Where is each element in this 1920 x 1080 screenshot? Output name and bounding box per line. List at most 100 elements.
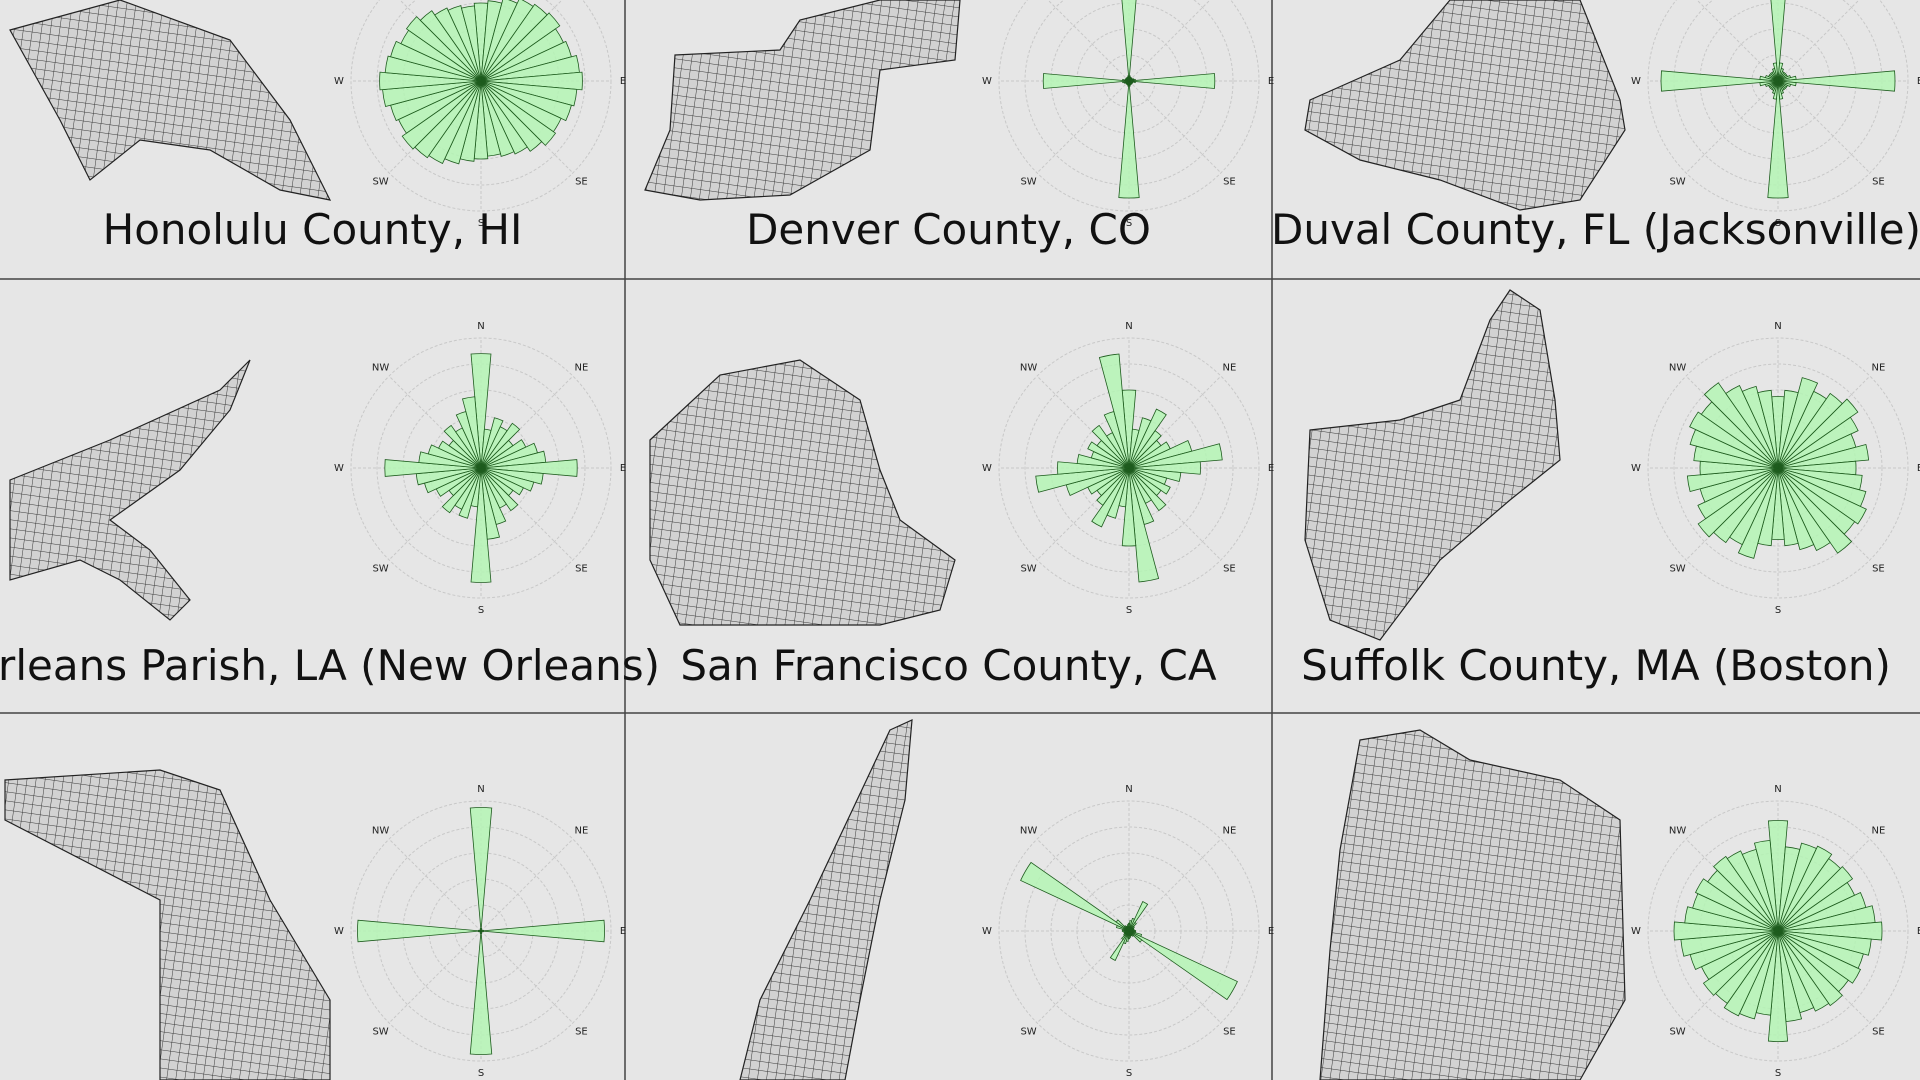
direction-label: SW	[1020, 1026, 1036, 1037]
direction-label: NW	[372, 826, 389, 837]
bar	[1660, 70, 1779, 92]
bar	[1128, 73, 1216, 89]
bar	[1091, 467, 1130, 528]
bar	[357, 919, 482, 943]
bar	[1767, 820, 1789, 932]
map	[9, 0, 332, 201]
direction-label: SW	[1020, 176, 1036, 187]
direction-label: W	[1631, 926, 1641, 937]
direction-label: E	[1917, 926, 1920, 937]
bar	[480, 71, 583, 91]
direction-label: E	[1268, 926, 1274, 937]
grid-ring	[998, 800, 1260, 1062]
bar	[462, 396, 482, 469]
direction-label: N	[1125, 321, 1132, 332]
bar	[480, 459, 578, 477]
direction-label: E	[620, 463, 626, 474]
direction-label: SW	[372, 563, 388, 574]
grid-ring	[1024, 0, 1234, 186]
bar	[405, 16, 482, 82]
bar	[1777, 930, 1843, 1007]
bar	[1128, 901, 1149, 932]
bar	[480, 12, 561, 82]
bar	[470, 467, 492, 583]
spoke	[1128, 80, 1222, 174]
bar	[480, 80, 528, 155]
bar	[469, 807, 493, 932]
bar	[1777, 70, 1896, 92]
direction-label: E	[1917, 76, 1920, 87]
direction-label: W	[1631, 76, 1641, 87]
bar	[1741, 385, 1779, 469]
direction-label: S	[1126, 1068, 1132, 1079]
grid-ring	[1673, 363, 1883, 573]
direction-label: SW	[1669, 563, 1685, 574]
bar	[1753, 839, 1779, 932]
direction-label: SE	[575, 176, 588, 187]
spoke	[1128, 0, 1211, 82]
bar	[441, 467, 482, 514]
bar	[1126, 924, 1130, 932]
bar	[1128, 467, 1171, 495]
spoke	[1777, 80, 1871, 174]
direction-label: W	[334, 926, 344, 937]
direction-label: SE	[575, 1026, 588, 1037]
direction-label: NE	[1223, 826, 1237, 837]
grid-ring	[1647, 337, 1909, 599]
bar	[1697, 467, 1779, 520]
bar	[469, 930, 493, 1055]
bar	[1737, 467, 1779, 559]
direction-label: N	[1774, 784, 1781, 795]
bar	[1777, 416, 1859, 469]
map	[739, 719, 913, 1080]
direction-label: S	[1775, 605, 1781, 616]
map	[649, 359, 956, 626]
grid-ring	[1076, 878, 1182, 984]
spoke	[480, 838, 574, 932]
bar	[1777, 377, 1819, 469]
bar	[1128, 930, 1238, 1001]
bar	[480, 467, 524, 496]
bar	[390, 40, 482, 82]
direction-label: SE	[575, 563, 588, 574]
bar	[1042, 73, 1130, 89]
bar	[480, 422, 521, 469]
grid-ring	[1647, 800, 1909, 1062]
grid-ring	[1024, 826, 1234, 1036]
bar	[1702, 930, 1779, 996]
grid-ring	[350, 0, 612, 212]
direction-label: S	[478, 605, 484, 616]
bar	[1777, 467, 1867, 525]
direction-label: S	[478, 1068, 484, 1079]
direction-label: E	[1917, 463, 1920, 474]
bar	[1121, 0, 1137, 82]
bar	[1673, 921, 1779, 941]
direction-label: S	[478, 218, 484, 229]
direction-label: S	[1775, 218, 1781, 229]
direction-label: SE	[1223, 176, 1236, 187]
direction-label: SW	[1020, 563, 1036, 574]
bar	[1128, 467, 1160, 583]
map	[1319, 729, 1626, 1080]
direction-label: SE	[1872, 563, 1885, 574]
direction-label: SW	[372, 1026, 388, 1037]
bar	[1777, 866, 1854, 932]
grid-ring	[1102, 904, 1156, 958]
bar	[1087, 441, 1130, 469]
direction-label: SE	[1872, 176, 1885, 187]
bar	[401, 80, 482, 150]
direction-label: NW	[1020, 826, 1037, 837]
panel-title: Orleans Parish, LA (New Orleans)	[0, 641, 660, 690]
bar	[1128, 443, 1223, 469]
bar	[1777, 930, 1830, 1012]
bar	[1686, 467, 1779, 493]
bar	[1777, 443, 1870, 469]
spoke	[1685, 80, 1779, 174]
direction-label: W	[334, 76, 344, 87]
bar	[480, 80, 543, 152]
direction-label: W	[982, 463, 992, 474]
